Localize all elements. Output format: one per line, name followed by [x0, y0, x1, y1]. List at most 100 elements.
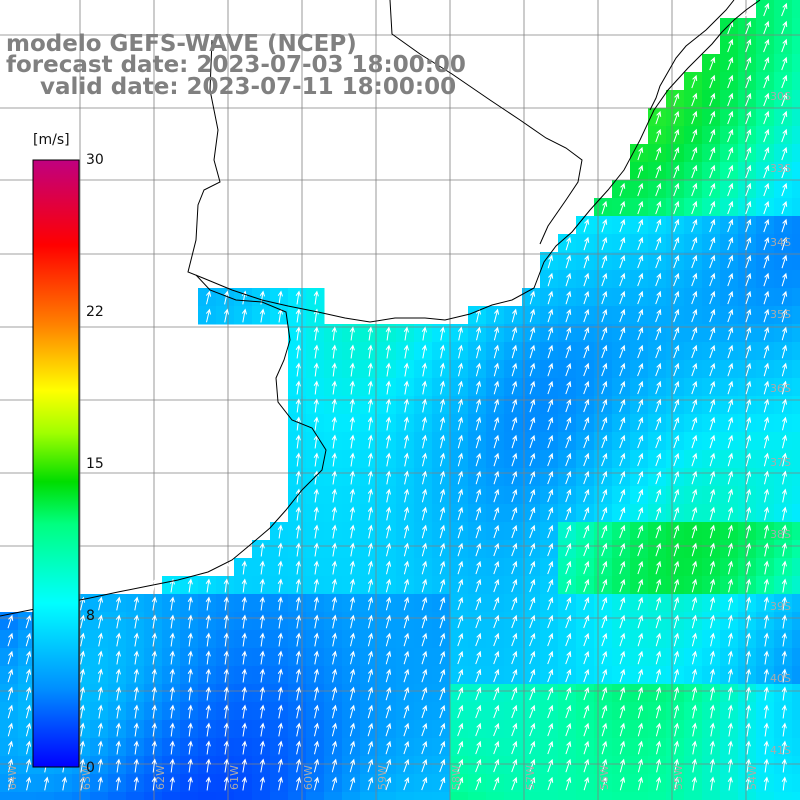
- wind-arrow: [403, 578, 410, 593]
- wind-cell: [270, 558, 289, 577]
- wind-cell: [666, 198, 685, 217]
- wind-arrow: [277, 686, 283, 701]
- wind-arrow: [727, 488, 734, 503]
- wind-cell: [270, 540, 289, 559]
- wind-arrow: [727, 74, 734, 89]
- wind-arrow: [709, 272, 716, 287]
- wind-cell: [702, 414, 721, 433]
- wind-cell: [468, 648, 487, 667]
- wind-cell: [432, 558, 451, 577]
- wind-cell: [648, 270, 667, 289]
- wind-arrow: [385, 434, 391, 449]
- wind-cell: [738, 324, 757, 343]
- wind-cell: [162, 630, 181, 649]
- wind-arrow: [493, 524, 500, 539]
- wind-arrow: [763, 74, 770, 89]
- wind-arrow: [763, 290, 770, 305]
- wind-arrow: [277, 776, 283, 791]
- wind-arrow: [565, 722, 572, 737]
- wind-cell: [468, 450, 487, 469]
- wind-cell: [594, 666, 613, 685]
- wind-cell: [90, 720, 109, 739]
- wind-arrow: [475, 578, 482, 593]
- wind-cell: [396, 630, 415, 649]
- wind-cell: [450, 594, 469, 613]
- wind-arrow: [439, 704, 446, 719]
- wind-arrow: [637, 470, 644, 485]
- wind-arrow: [781, 704, 787, 719]
- wind-arrow: [457, 470, 464, 485]
- wind-arrow: [368, 614, 374, 629]
- wind-cell: [270, 648, 289, 667]
- wind-arrow: [781, 632, 787, 647]
- wind-arrow: [565, 416, 572, 431]
- wind-cell: [0, 720, 19, 739]
- wind-cell: [684, 540, 703, 559]
- wind-arrow: [331, 776, 338, 791]
- wind-cell: [504, 414, 523, 433]
- wind-arrow: [781, 254, 788, 269]
- wind-cell: [432, 540, 451, 559]
- wind-cell: [594, 378, 613, 397]
- wind-arrow: [295, 344, 301, 359]
- wind-cell: [792, 486, 800, 505]
- wind-arrow: [763, 614, 769, 629]
- wind-cell: [720, 684, 739, 703]
- wind-cell: [774, 792, 793, 800]
- wind-arrow: [97, 722, 103, 737]
- wind-arrow: [619, 578, 626, 593]
- wind-cell: [648, 684, 667, 703]
- wind-arrow: [691, 290, 698, 305]
- wind-cell: [342, 648, 361, 667]
- wind-arrow: [421, 362, 427, 377]
- wind-cell: [594, 432, 613, 451]
- wind-cell: [162, 594, 181, 613]
- wind-cell: [486, 468, 505, 487]
- wind-arrow: [403, 542, 410, 557]
- wind-arrow: [187, 704, 193, 719]
- wind-arrow: [709, 200, 716, 215]
- wind-cell: [414, 342, 433, 361]
- wind-arrow: [241, 596, 247, 611]
- wind-cell: [450, 450, 469, 469]
- wind-cell: [450, 720, 469, 739]
- wind-arrow: [565, 776, 572, 791]
- wind-arrow: [151, 722, 157, 737]
- wind-arrow: [133, 704, 139, 719]
- wind-arrow: [709, 362, 716, 377]
- wind-cell: [468, 774, 487, 793]
- wind-cell: [162, 684, 181, 703]
- wind-cell: [702, 756, 721, 775]
- wind-cell: [558, 774, 577, 793]
- wind-arrow: [781, 506, 787, 521]
- wind-arrow: [295, 776, 302, 791]
- wind-cell: [648, 360, 667, 379]
- wind-cell: [540, 522, 559, 541]
- wind-arrow: [349, 650, 356, 665]
- wind-cell: [270, 792, 289, 800]
- wind-cell: [594, 648, 613, 667]
- wind-cell: [414, 396, 433, 415]
- wind-arrow: [313, 686, 319, 701]
- wind-cell: [720, 378, 739, 397]
- wind-cell: [720, 72, 739, 91]
- wind-cell: [360, 360, 379, 379]
- wind-cell: [738, 126, 757, 145]
- wind-cell: [612, 396, 631, 415]
- wind-cell: [342, 684, 361, 703]
- wind-arrow: [331, 380, 337, 395]
- wind-arrow: [691, 668, 698, 683]
- wind-arrow: [691, 146, 698, 161]
- wind-arrow: [421, 650, 428, 665]
- wind-arrow: [547, 686, 554, 701]
- wind-cell: [216, 648, 235, 667]
- wind-cell: [792, 594, 800, 613]
- wind-cell: [144, 792, 163, 800]
- wind-arrow: [673, 542, 680, 557]
- wind-cell: [630, 594, 649, 613]
- wind-cell: [360, 540, 379, 559]
- wind-cell: [504, 468, 523, 487]
- wind-arrow: [727, 344, 734, 359]
- wind-cell: [540, 612, 559, 631]
- wind-arrow: [115, 704, 121, 719]
